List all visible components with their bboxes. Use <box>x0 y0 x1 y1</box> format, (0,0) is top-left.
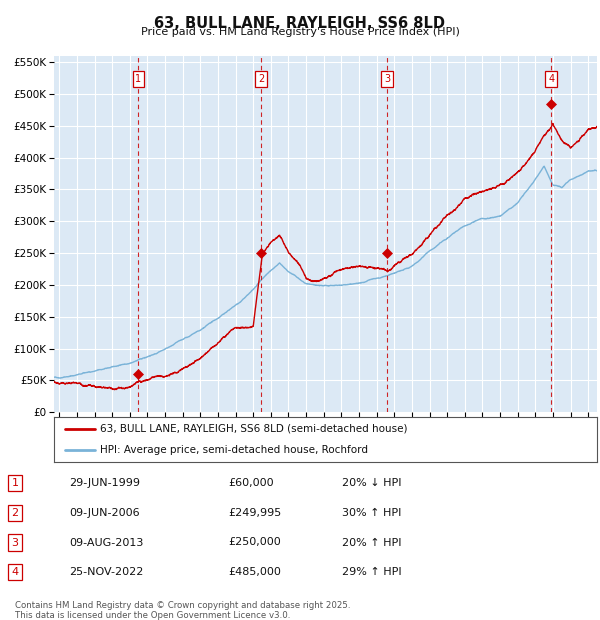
Text: 4: 4 <box>548 74 554 84</box>
Text: 63, BULL LANE, RAYLEIGH, SS6 8LD: 63, BULL LANE, RAYLEIGH, SS6 8LD <box>155 16 445 30</box>
Text: 20% ↓ HPI: 20% ↓ HPI <box>342 478 401 488</box>
Text: 09-JUN-2006: 09-JUN-2006 <box>69 508 140 518</box>
Text: 4: 4 <box>11 567 19 577</box>
Text: 3: 3 <box>11 538 19 547</box>
Text: 2: 2 <box>11 508 19 518</box>
Text: 20% ↑ HPI: 20% ↑ HPI <box>342 538 401 547</box>
Text: This data is licensed under the Open Government Licence v3.0.: This data is licensed under the Open Gov… <box>15 611 290 620</box>
Text: 3: 3 <box>384 74 390 84</box>
Text: 29% ↑ HPI: 29% ↑ HPI <box>342 567 401 577</box>
Text: 63, BULL LANE, RAYLEIGH, SS6 8LD (semi-detached house): 63, BULL LANE, RAYLEIGH, SS6 8LD (semi-d… <box>100 424 407 434</box>
Text: 2: 2 <box>258 74 264 84</box>
Text: 1: 1 <box>11 478 19 488</box>
Text: Contains HM Land Registry data © Crown copyright and database right 2025.: Contains HM Land Registry data © Crown c… <box>15 601 350 611</box>
Text: 25-NOV-2022: 25-NOV-2022 <box>69 567 143 577</box>
Text: 09-AUG-2013: 09-AUG-2013 <box>69 538 143 547</box>
Text: £250,000: £250,000 <box>228 538 281 547</box>
Text: HPI: Average price, semi-detached house, Rochford: HPI: Average price, semi-detached house,… <box>100 445 368 454</box>
Text: £60,000: £60,000 <box>228 478 274 488</box>
Text: 29-JUN-1999: 29-JUN-1999 <box>69 478 140 488</box>
Text: 1: 1 <box>136 74 142 84</box>
Text: £485,000: £485,000 <box>228 567 281 577</box>
Text: 30% ↑ HPI: 30% ↑ HPI <box>342 508 401 518</box>
Text: Price paid vs. HM Land Registry's House Price Index (HPI): Price paid vs. HM Land Registry's House … <box>140 27 460 37</box>
Text: £249,995: £249,995 <box>228 508 281 518</box>
